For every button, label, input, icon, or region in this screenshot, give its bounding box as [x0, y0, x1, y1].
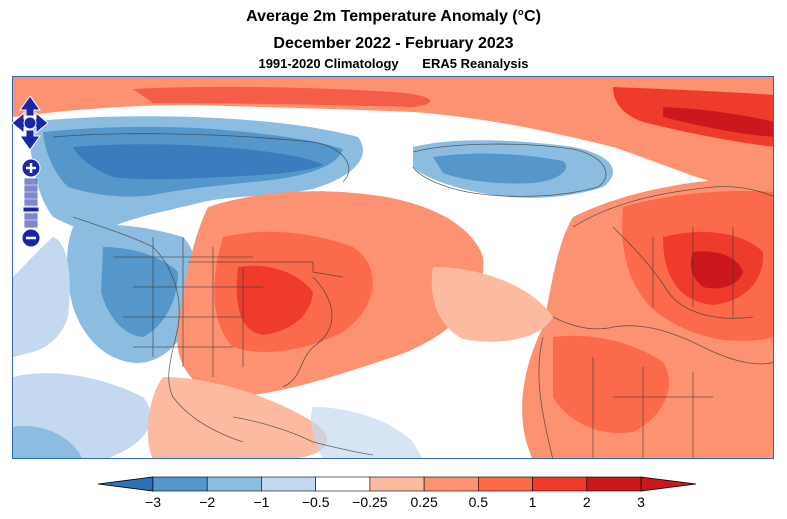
colorbar-low-extend [97, 476, 154, 492]
colorbar-bin [315, 476, 371, 492]
colorbar-tick-label: −2 [199, 494, 215, 510]
colorbar-tick-label: 0.5 [469, 494, 489, 510]
colorbar-bin [152, 476, 208, 492]
zoom-slider-track[interactable] [22, 177, 40, 229]
dataset-label: ERA5 Reanalysis [422, 56, 529, 71]
colorbar-bin [261, 476, 316, 492]
colorbar-bin [532, 476, 588, 492]
map-period: December 2022 - February 2023 [273, 35, 514, 52]
colorbar-tick-label: 2 [583, 494, 591, 510]
zoom-out-button[interactable] [21, 228, 41, 248]
anomaly-map[interactable] [12, 76, 774, 459]
colorbar-tick-label: 0.25 [410, 494, 437, 510]
zoom-control[interactable] [21, 158, 41, 248]
colorbar-tick-label: −3 [145, 494, 161, 510]
zoom-in-button[interactable] [21, 158, 41, 178]
colorbar-tick-label: −0.5 [302, 494, 330, 510]
climatology-label: 1991-2020 Climatology [258, 56, 399, 71]
pan-down-arrow-icon[interactable] [19, 129, 41, 151]
zoom-slider-handle[interactable] [22, 206, 40, 213]
colorbar-bin [586, 476, 642, 492]
colorbar-bin [369, 476, 425, 492]
map-title: Average 2m Temperature Anomaly (°C) [246, 8, 541, 25]
colorbar-tick-label: 1 [529, 494, 537, 510]
pan-up-arrow-icon[interactable] [19, 95, 41, 117]
colorbar-tick-label: −1 [253, 494, 269, 510]
colorbar-bin [478, 476, 533, 492]
colorbar-tick-label: 3 [637, 494, 645, 510]
colorbar-bin [206, 476, 262, 492]
colorbar-bin [423, 476, 479, 492]
pan-control[interactable] [11, 95, 49, 151]
colorbar-tick-label: −0.25 [352, 494, 388, 510]
colorbar-legend: −3 −2 −1 −0.5 −0.25 0.25 0.5 1 2 3 [97, 474, 697, 514]
map-subtitle: 1991-2020 Climatology ERA5 Reanalysis [0, 56, 787, 71]
colorbar-high-extend [640, 476, 697, 492]
